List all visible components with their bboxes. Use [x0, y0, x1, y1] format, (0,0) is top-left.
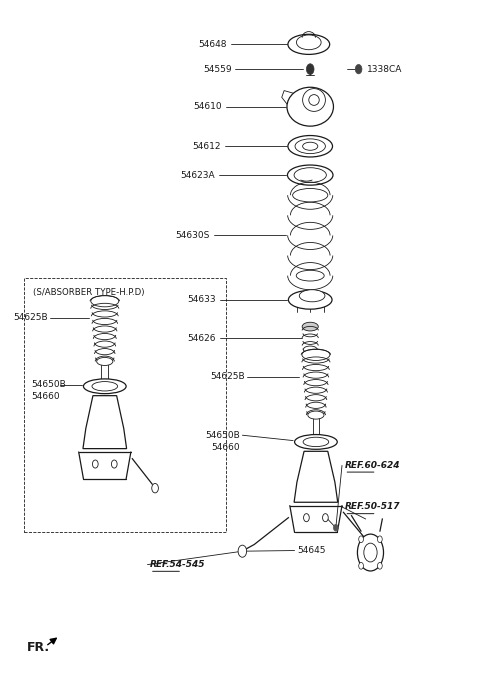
Text: (S/ABSORBER TYPE-H.P.D): (S/ABSORBER TYPE-H.P.D)	[33, 288, 144, 297]
Ellipse shape	[93, 460, 98, 468]
Ellipse shape	[303, 514, 309, 522]
Ellipse shape	[358, 534, 384, 571]
Text: 54660: 54660	[211, 443, 240, 452]
Text: 54610: 54610	[193, 102, 222, 111]
Ellipse shape	[92, 381, 118, 391]
Text: REF.60-624: REF.60-624	[344, 461, 400, 470]
Ellipse shape	[308, 411, 324, 419]
Ellipse shape	[288, 34, 330, 54]
Ellipse shape	[302, 89, 325, 112]
Text: 54660: 54660	[31, 393, 60, 402]
Text: 54626: 54626	[188, 333, 216, 343]
Ellipse shape	[302, 349, 330, 360]
Ellipse shape	[302, 142, 318, 150]
Text: REF.50-517: REF.50-517	[344, 502, 400, 512]
Ellipse shape	[111, 460, 117, 468]
Ellipse shape	[84, 379, 126, 393]
Ellipse shape	[293, 189, 328, 202]
Ellipse shape	[303, 437, 329, 447]
Ellipse shape	[309, 95, 319, 105]
Ellipse shape	[96, 358, 113, 366]
Polygon shape	[294, 452, 338, 502]
Ellipse shape	[238, 545, 247, 557]
Ellipse shape	[300, 290, 325, 301]
Text: 54623A: 54623A	[180, 170, 215, 180]
Text: 54633: 54633	[188, 295, 216, 304]
Ellipse shape	[306, 64, 314, 74]
Ellipse shape	[297, 35, 321, 50]
Polygon shape	[83, 395, 127, 449]
Text: 54650B: 54650B	[31, 381, 66, 389]
Text: 54630S: 54630S	[176, 231, 210, 240]
Ellipse shape	[323, 514, 328, 522]
Ellipse shape	[296, 270, 324, 281]
Ellipse shape	[377, 562, 382, 569]
Ellipse shape	[295, 435, 337, 450]
Text: 54645: 54645	[297, 546, 325, 555]
Ellipse shape	[364, 543, 377, 562]
Ellipse shape	[288, 291, 332, 309]
Ellipse shape	[287, 87, 334, 126]
Bar	[24, 278, 226, 533]
Ellipse shape	[295, 139, 325, 153]
Text: REF.54-545: REF.54-545	[150, 560, 205, 569]
Ellipse shape	[334, 525, 338, 531]
Ellipse shape	[303, 346, 317, 353]
Text: 54625B: 54625B	[13, 314, 48, 322]
Text: 54625B: 54625B	[210, 372, 245, 381]
Ellipse shape	[152, 483, 158, 493]
Text: 54648: 54648	[198, 40, 227, 49]
Ellipse shape	[359, 536, 363, 543]
Ellipse shape	[91, 295, 119, 307]
Ellipse shape	[288, 165, 333, 185]
Ellipse shape	[355, 64, 362, 74]
Text: 54559: 54559	[203, 65, 231, 74]
Ellipse shape	[359, 562, 363, 569]
Ellipse shape	[294, 168, 326, 183]
Text: FR.: FR.	[26, 642, 49, 654]
Text: 54612: 54612	[192, 142, 221, 151]
Text: 1338CA: 1338CA	[367, 65, 403, 74]
Ellipse shape	[288, 135, 333, 157]
Text: 54650B: 54650B	[205, 431, 240, 439]
Ellipse shape	[302, 322, 318, 331]
Ellipse shape	[377, 536, 382, 543]
